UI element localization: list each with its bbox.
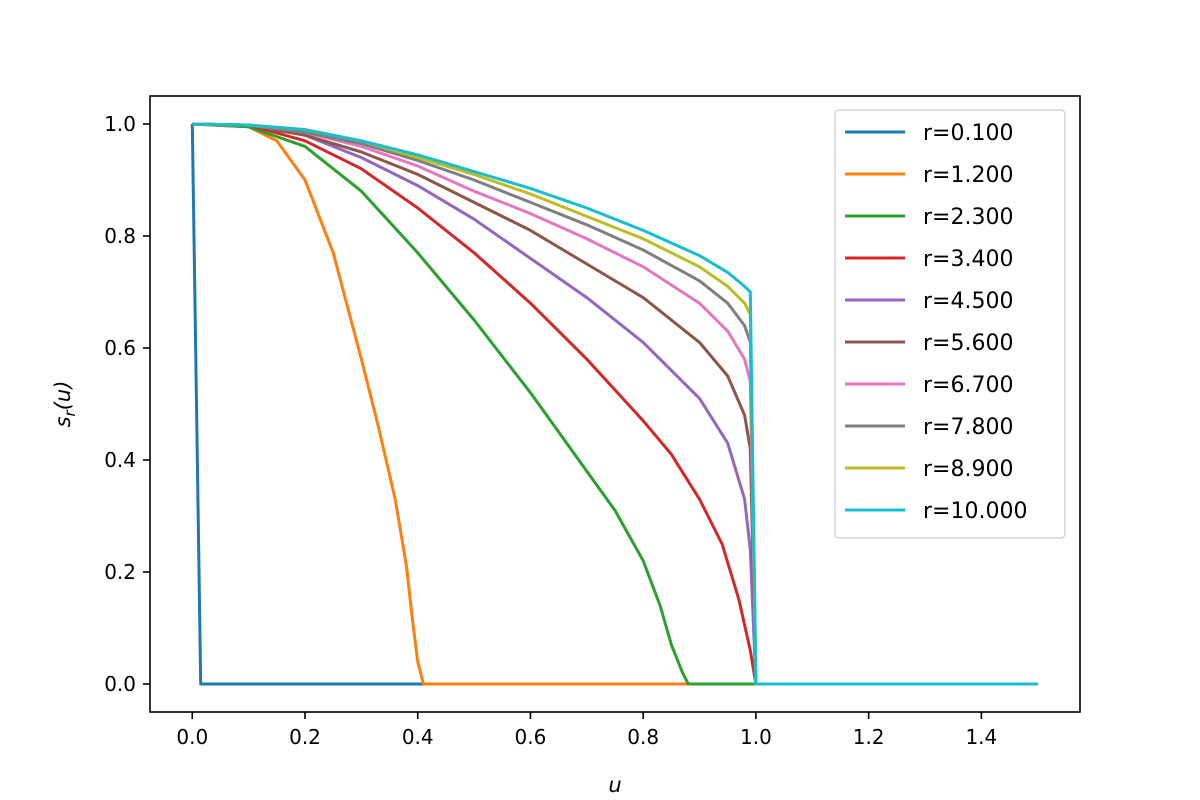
legend-entry-label: r=2.300 bbox=[923, 205, 1013, 230]
y-axis: 0.0 0.2 0.4 0.6 0.8 1.0 bbox=[104, 112, 150, 696]
legend-entry-label: r=5.600 bbox=[923, 331, 1013, 356]
plot-area bbox=[190, 122, 1038, 686]
x-tick-label: 0.6 bbox=[515, 725, 547, 749]
series-line-2 bbox=[192, 122, 1038, 686]
y-tick-label: 0.8 bbox=[104, 224, 136, 248]
legend-entry-label: r=6.700 bbox=[923, 373, 1013, 398]
legend-entry-label: r=8.900 bbox=[923, 457, 1013, 482]
series-line-5 bbox=[192, 122, 1038, 686]
series-line-4 bbox=[192, 122, 1038, 686]
series-line-9 bbox=[192, 122, 1038, 686]
series-line-3 bbox=[192, 122, 1038, 686]
x-tick-label: 0.2 bbox=[289, 725, 321, 749]
y-tick-label: 1.0 bbox=[104, 112, 136, 136]
x-axis-label: u bbox=[608, 773, 621, 797]
x-tick-label: 1.2 bbox=[853, 725, 885, 749]
x-axis: 0.0 0.2 0.4 0.6 0.8 1.0 1.2 1.4 bbox=[176, 712, 997, 749]
axes-frame bbox=[149, 95, 1081, 713]
y-axis-label: sr(u) bbox=[51, 381, 79, 428]
series-line-1 bbox=[192, 122, 1038, 686]
y-axis-label-subscript: r bbox=[61, 409, 79, 416]
y-tick-label: 0.0 bbox=[104, 672, 136, 696]
legend-entry-label: r=1.200 bbox=[923, 163, 1013, 188]
legend-entry-label: r=7.800 bbox=[923, 415, 1013, 440]
x-tick-label: 0.0 bbox=[176, 725, 208, 749]
y-axis-label-main: s bbox=[51, 416, 75, 427]
x-tick-label: 0.8 bbox=[627, 725, 659, 749]
y-tick-label: 0.6 bbox=[104, 336, 136, 360]
y-tick-label: 0.4 bbox=[104, 448, 136, 472]
y-axis-label-tail: (u) bbox=[51, 381, 75, 411]
legend-entry-label: r=10.000 bbox=[923, 499, 1027, 524]
y-tick-label: 0.2 bbox=[104, 560, 136, 584]
series-line-7 bbox=[192, 122, 1038, 686]
legend-entry-label: r=0.100 bbox=[923, 121, 1013, 146]
x-tick-label: 0.4 bbox=[402, 725, 434, 749]
legend-entry-label: r=4.500 bbox=[923, 289, 1013, 314]
x-tick-label: 1.0 bbox=[740, 725, 772, 749]
x-tick-label: 1.4 bbox=[965, 725, 997, 749]
legend-entry-label: r=3.400 bbox=[923, 247, 1013, 272]
legend: r=0.100 r=1.200 r=2.300 r=3.400 r=4.500 r=5.6… bbox=[834, 109, 1066, 539]
